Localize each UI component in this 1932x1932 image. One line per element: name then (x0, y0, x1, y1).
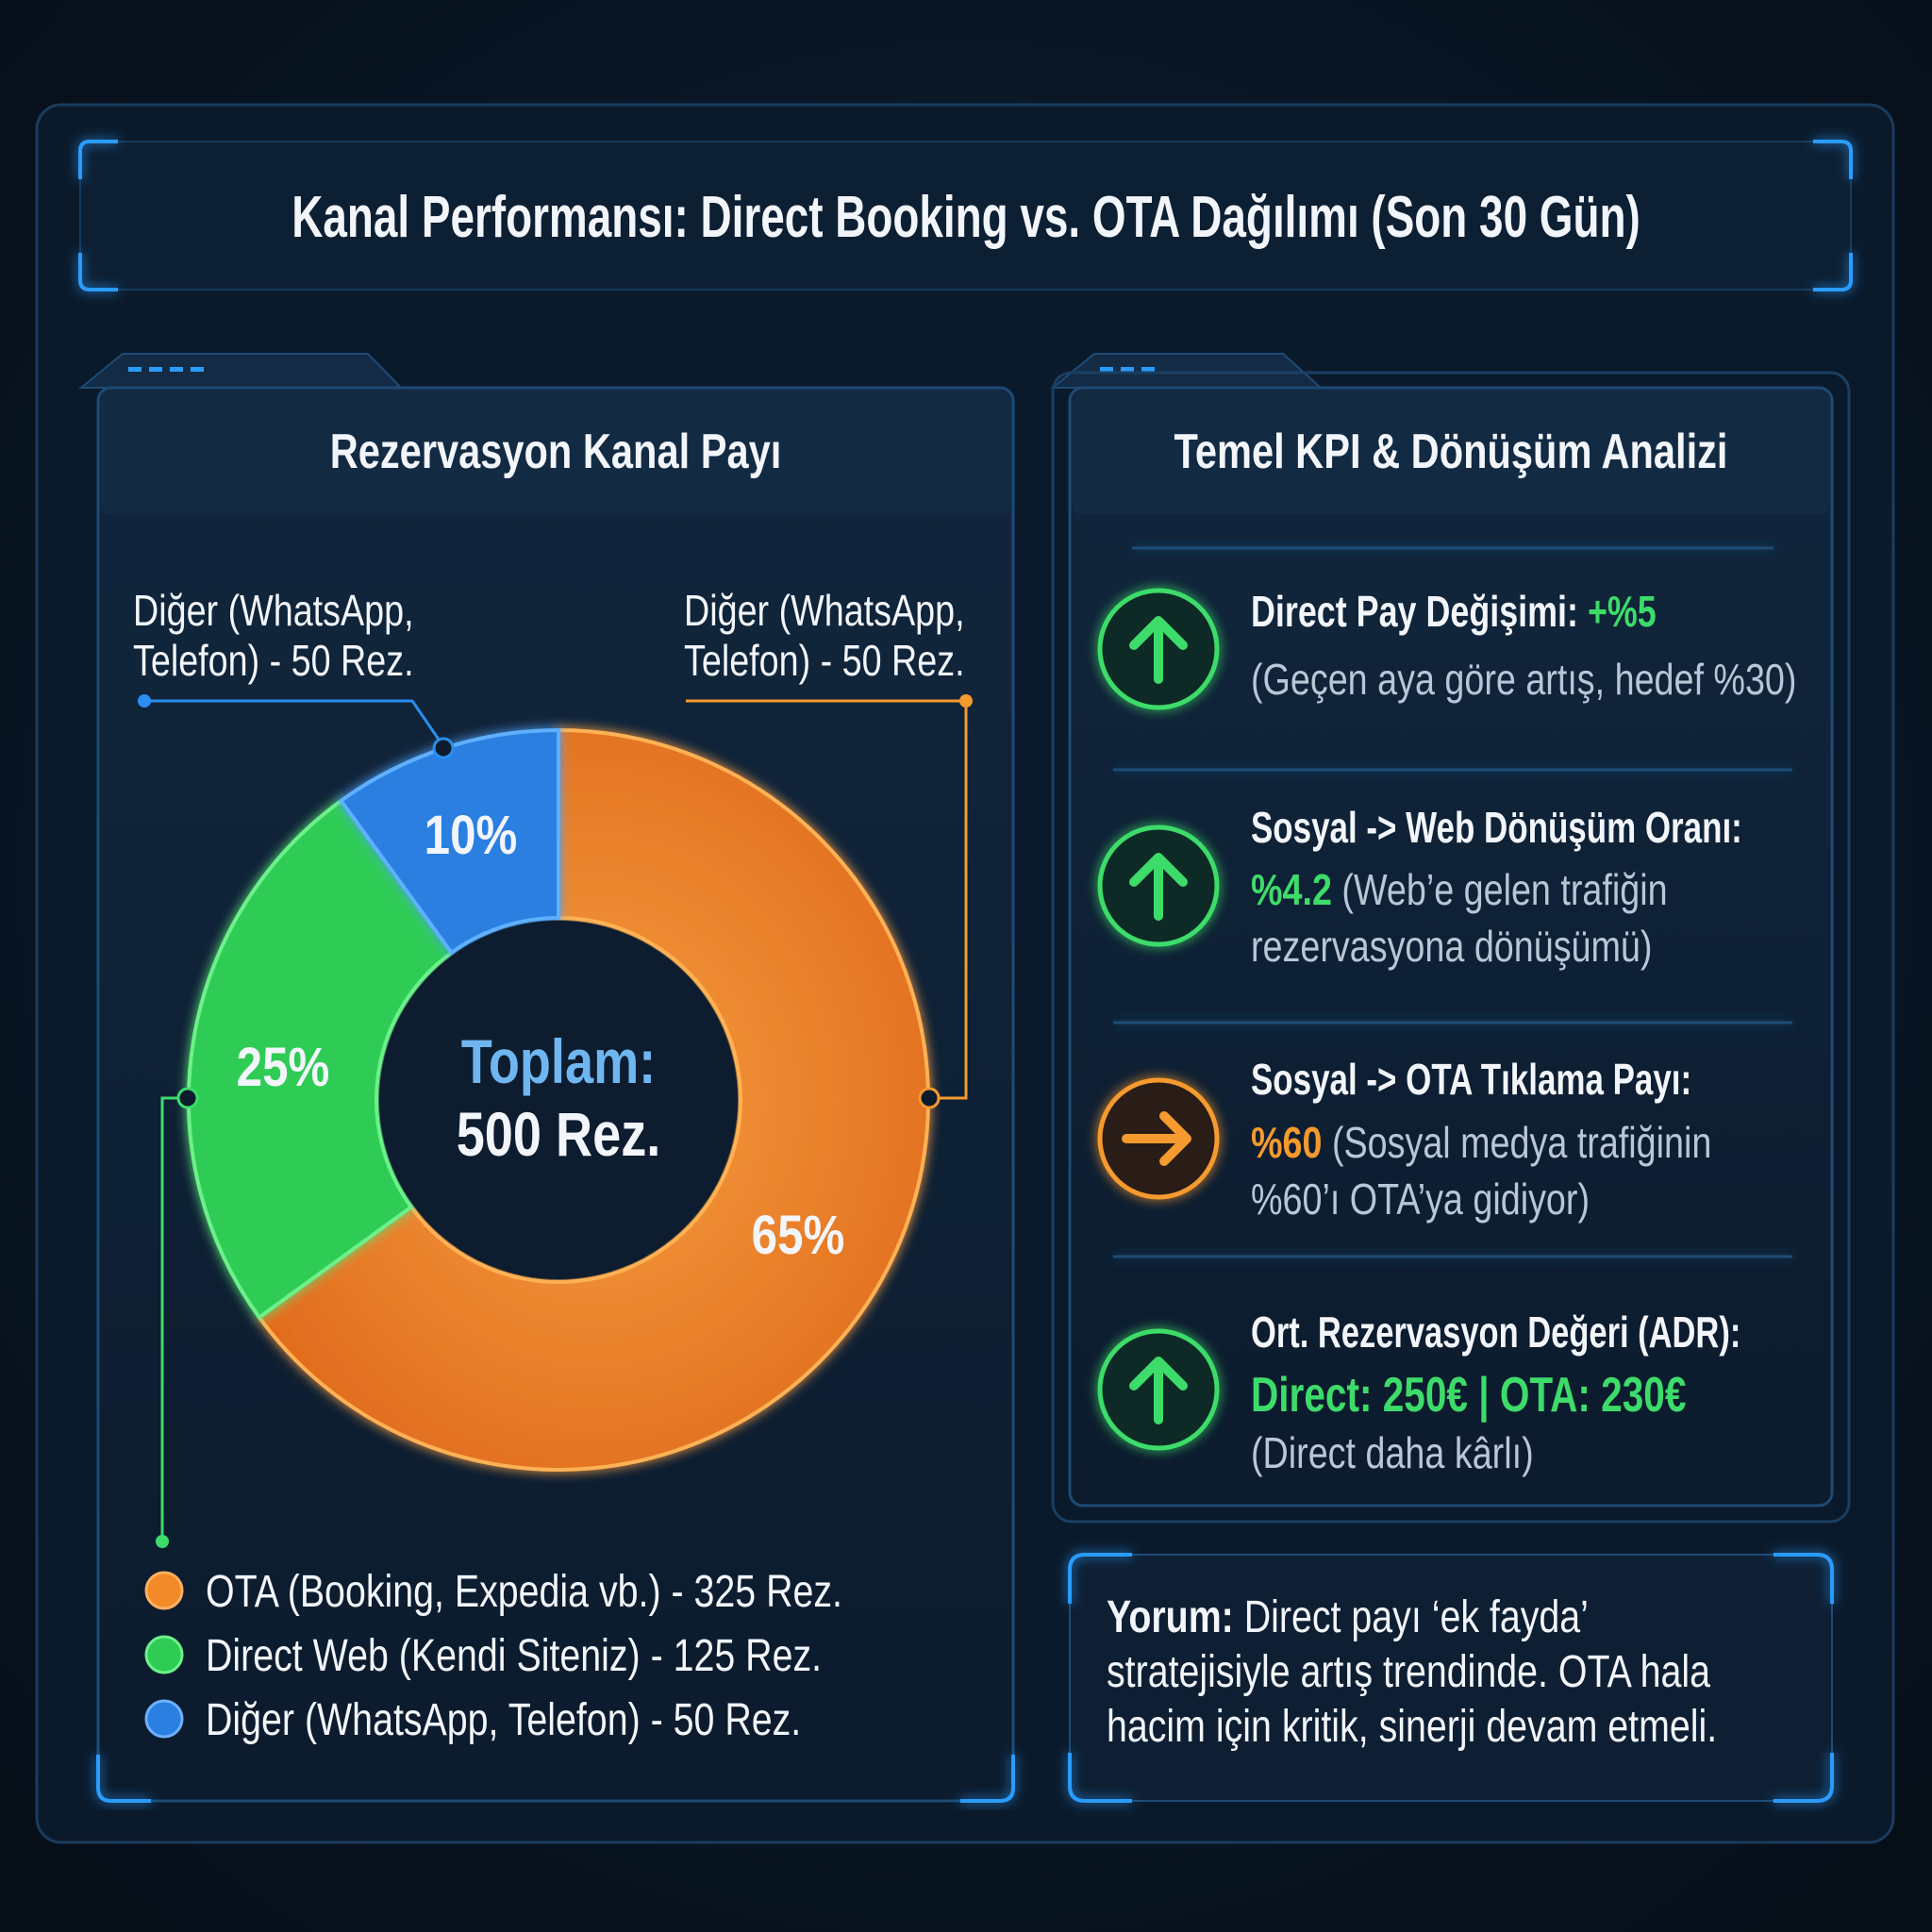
kpi-value: +%5 (1588, 588, 1657, 636)
arrow-up-icon (1097, 1328, 1220, 1451)
donut-center-value: 500 Rez. (457, 1099, 661, 1169)
kpi-description: (Geçen aya göre artış, hedef %30) (1251, 655, 1796, 703)
kpi-title: Sosyal -> Web Dönüşüm Oranı: (1251, 803, 1742, 852)
page-title: Kanal Performansı: Direct Booking vs. OT… (291, 184, 1641, 249)
kpi-item-social-ota-click: Sosyal -> OTA Tıklama Payı: %60 (Sosyal … (1097, 1055, 1711, 1224)
legend-label: Direct Web (Kendi Siteniz) - 125 Rez. (206, 1630, 822, 1681)
kpi-value: %60 (1251, 1118, 1322, 1166)
kpi-description: (Direct daha kârlı) (1251, 1428, 1534, 1476)
donut-slice-direct (187, 798, 455, 1321)
kpi-description-line2: rezervasyona dönüşümü) (1251, 922, 1652, 970)
callout-left-line1: Diğer (WhatsApp, (133, 586, 414, 634)
kpi-description: %4.2 (Web’e gelen trafiğin (1251, 865, 1668, 913)
legend-item-other: Diğer (WhatsApp, Telefon) - 50 Rez. (144, 1694, 801, 1745)
kpi-description: %60 (Sosyal medya trafiğinin (1251, 1118, 1711, 1166)
kpi-item-direct-share: Direct Pay Değişimi: +%5 (Geçen aya göre… (1097, 588, 1796, 710)
donut-hole (379, 921, 738, 1279)
leader-lines (138, 694, 973, 1548)
legend-item-direct: Direct Web (Kendi Siteniz) - 125 Rez. (144, 1630, 822, 1681)
kpi-title: Ort. Rezervasyon Değeri (ADR): (1251, 1307, 1740, 1357)
kpi-value: Direct: 250€ | OTA: 230€ (1251, 1367, 1686, 1422)
donut-center-label: Toplam: (461, 1026, 656, 1096)
kpi-item-adr: Ort. Rezervasyon Değeri (ADR): Direct: 2… (1097, 1307, 1740, 1477)
pct-label-ota: 65% (752, 1205, 845, 1266)
left-panel-heading: Rezervasyon Kanal Payı (330, 424, 782, 479)
comment-label: Yorum: (1107, 1591, 1234, 1642)
kpi-panel: Temel KPI & Dönüşüm Analizi Direct Pay D… (1050, 353, 1851, 1524)
comment-line2: stratejisiyle artış trendinde. OTA hala (1107, 1646, 1711, 1697)
legend-item-ota: OTA (Booking, Expedia vb.) - 325 Rez. (144, 1566, 842, 1617)
kpi-value: %4.2 (1251, 865, 1332, 913)
arrow-right-icon (1097, 1077, 1220, 1200)
title-box: Kanal Performansı: Direct Booking vs. OT… (78, 140, 1853, 291)
comment-box: Yorum: Direct payı ‘ek fayda’ stratejisi… (1068, 1553, 1834, 1803)
pct-label-direct: 25% (237, 1037, 330, 1098)
kpi-description-line2: %60’ı OTA’ya gidiyor) (1251, 1174, 1590, 1223)
donut-chart (187, 727, 930, 1472)
donut-slice-other (338, 727, 560, 956)
comment-line3: hacim için kritik, sinerji devam etmeli. (1107, 1701, 1717, 1752)
kpi-title: Direct Pay Değişimi: +%5 (1251, 588, 1657, 636)
callout-right-line2: Telefon) - 50 Rez. (684, 636, 965, 684)
leader-line-blue (144, 699, 445, 747)
pct-label-other: 10% (425, 805, 518, 866)
callout-right-line1: Diğer (WhatsApp, (684, 586, 965, 634)
legend-swatch-blue (144, 1699, 184, 1739)
comment-line1: Yorum: Direct payı ‘ek fayda’ (1107, 1591, 1589, 1642)
channel-share-panel: Rezervasyon Kanal Payı Diğer (WhatsApp, … (78, 353, 1015, 1803)
kpi-title: Sosyal -> OTA Tıklama Payı: (1251, 1055, 1691, 1104)
legend-label: OTA (Booking, Expedia vb.) - 325 Rez. (206, 1566, 842, 1617)
legend-label: Diğer (WhatsApp, Telefon) - 50 Rez. (206, 1694, 801, 1745)
leader-line-orange (686, 699, 968, 1100)
donut-slice-ota (257, 727, 930, 1472)
callout-left-line2: Telefon) - 50 Rez. (133, 636, 414, 684)
kpi-item-social-web-conversion: Sosyal -> Web Dönüşüm Oranı: %4.2 (Web’e… (1097, 803, 1742, 971)
legend-swatch-orange (144, 1571, 184, 1610)
arrow-up-icon (1097, 588, 1220, 710)
legend-swatch-green (144, 1635, 184, 1674)
arrow-up-icon (1097, 824, 1220, 947)
chart-legend: OTA (Booking, Expedia vb.) - 325 Rez. Di… (144, 1566, 842, 1745)
right-panel-heading: Temel KPI & Dönüşüm Analizi (1174, 424, 1728, 479)
